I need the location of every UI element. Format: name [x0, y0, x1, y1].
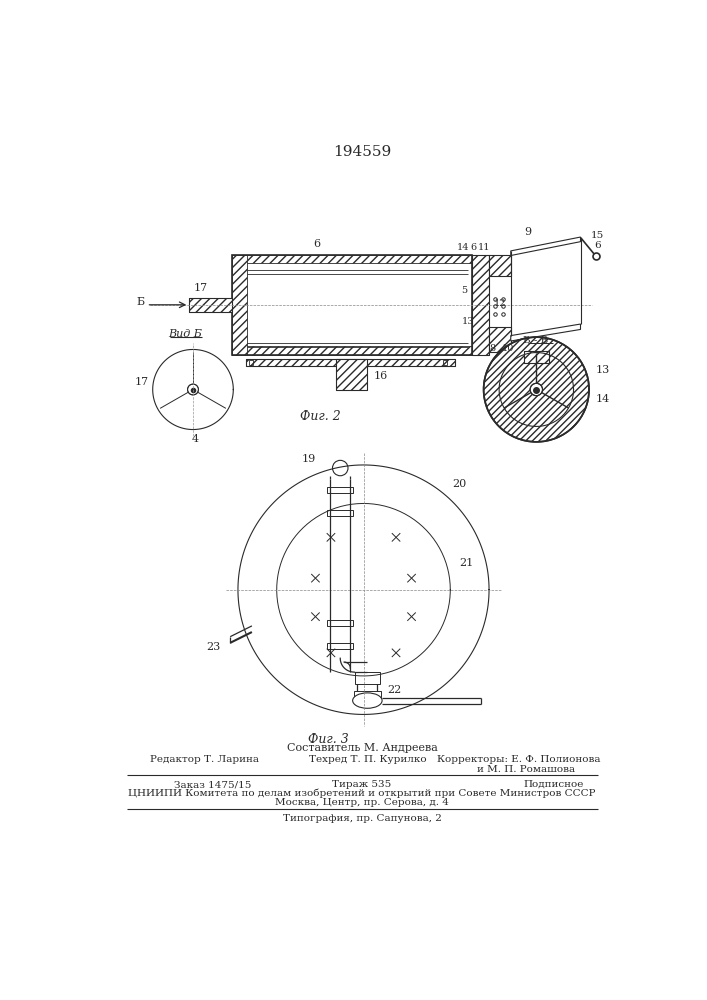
Text: 6: 6: [313, 239, 320, 249]
Text: Москва, Центр, пр. Серова, д. 4: Москва, Центр, пр. Серова, д. 4: [275, 798, 449, 807]
Bar: [354, 691, 380, 697]
Bar: [337, 359, 368, 389]
Bar: [327, 620, 354, 626]
Polygon shape: [510, 324, 580, 341]
Text: 12: 12: [493, 299, 506, 308]
Bar: [189, 298, 232, 312]
Text: Заказ 1475/15: Заказ 1475/15: [174, 780, 251, 789]
Bar: [337, 359, 368, 389]
Text: 194559: 194559: [333, 145, 391, 159]
Bar: [524, 351, 549, 363]
Ellipse shape: [353, 693, 382, 708]
Bar: [232, 255, 472, 263]
Bar: [489, 327, 510, 352]
Bar: [232, 346, 472, 355]
Text: 13: 13: [462, 317, 474, 326]
Text: Редактор Т. Ларина: Редактор Т. Ларина: [150, 755, 259, 764]
Bar: [246, 359, 455, 366]
Bar: [355, 672, 380, 684]
Text: 20: 20: [452, 479, 467, 489]
Circle shape: [530, 383, 542, 396]
Text: Составитель М. Андреева: Составитель М. Андреева: [286, 743, 438, 753]
Bar: [472, 255, 489, 355]
Text: 17: 17: [135, 377, 149, 387]
Bar: [489, 327, 510, 352]
Text: Фиг. 3: Фиг. 3: [308, 733, 349, 746]
Bar: [327, 510, 354, 516]
Bar: [489, 255, 510, 276]
Bar: [524, 351, 549, 363]
Text: 14: 14: [595, 394, 609, 404]
Text: Техред Т. П. Курилко: Техред Т. П. Курилко: [308, 755, 426, 764]
Bar: [246, 359, 455, 366]
Text: 16: 16: [373, 371, 388, 381]
Text: 23: 23: [206, 642, 221, 652]
Text: 9: 9: [524, 227, 532, 237]
Text: 11: 11: [478, 243, 491, 252]
Bar: [249, 360, 253, 365]
Bar: [472, 255, 489, 355]
Bar: [327, 643, 354, 649]
Bar: [327, 487, 354, 493]
Text: 13: 13: [595, 365, 609, 375]
Circle shape: [332, 460, 348, 476]
Text: 6: 6: [595, 241, 601, 250]
Text: 14: 14: [457, 243, 469, 252]
Text: Типография, пр. Сапунова, 2: Типография, пр. Сапунова, 2: [283, 814, 441, 823]
Text: Тираж 535: Тираж 535: [332, 780, 392, 789]
Bar: [232, 255, 247, 355]
Text: и М. П. Ромашова: и М. П. Ромашова: [477, 765, 575, 774]
Text: Вид Б: Вид Б: [168, 329, 202, 339]
Text: Подписное: Подписное: [523, 780, 583, 789]
Text: 15: 15: [591, 231, 604, 240]
Text: 8: 8: [490, 344, 496, 353]
Text: В - В: В - В: [523, 336, 548, 345]
Text: 21: 21: [460, 558, 474, 568]
Bar: [232, 255, 472, 355]
Text: 19: 19: [301, 454, 315, 464]
Circle shape: [187, 384, 199, 395]
Text: 22: 22: [387, 685, 401, 695]
Text: 10: 10: [501, 344, 514, 353]
Text: Корректоры: Е. Ф. Полионова: Корректоры: Е. Ф. Полионова: [437, 755, 600, 764]
Polygon shape: [510, 237, 580, 256]
Text: 4: 4: [192, 434, 199, 444]
Text: 5: 5: [461, 286, 467, 295]
Wedge shape: [484, 337, 589, 442]
Text: 6: 6: [470, 243, 477, 252]
Bar: [443, 360, 448, 365]
Text: Фиг. 2: Фиг. 2: [300, 410, 341, 423]
Text: ЦНИИПИ Комитета по делам изобретений и открытий при Совете Министров СССР: ЦНИИПИ Комитета по делам изобретений и о…: [128, 789, 596, 798]
Bar: [489, 255, 510, 276]
Bar: [189, 298, 232, 312]
Text: 17: 17: [194, 283, 208, 293]
Text: Б: Б: [136, 297, 144, 307]
